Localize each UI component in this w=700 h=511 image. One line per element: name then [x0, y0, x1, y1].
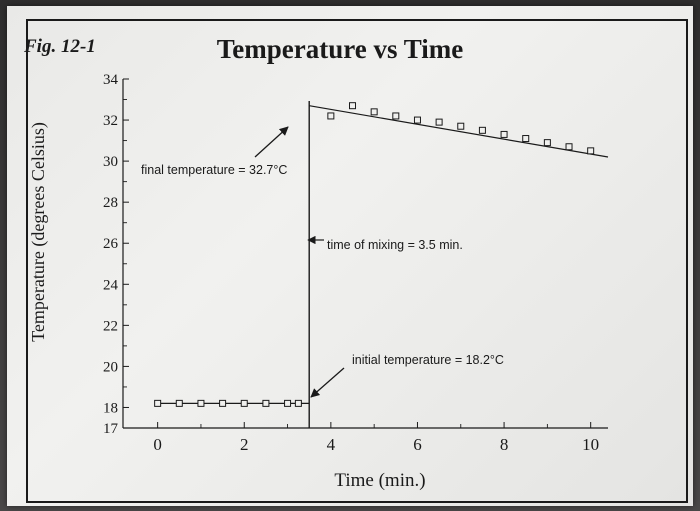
x-tick-label: 6	[413, 435, 422, 454]
data-point	[154, 399, 162, 407]
fit-lines	[157, 101, 609, 428]
x-tick-label: 0	[153, 435, 162, 454]
data-point	[565, 143, 573, 151]
final-temperature-label: final temperature = 32.7°C	[141, 163, 287, 177]
data-point	[478, 126, 486, 134]
y-tick-label: 26	[103, 236, 119, 252]
paper-sheet	[7, 6, 693, 506]
y-tick-label: 20	[103, 359, 118, 375]
data-point	[197, 399, 205, 407]
data-point	[413, 116, 421, 124]
x-tick-label: 8	[500, 435, 509, 454]
data-point	[175, 399, 183, 407]
data-point	[522, 135, 530, 143]
data-point	[457, 122, 465, 130]
y-tick-label: 22	[103, 318, 118, 334]
mixing-time-label: time of mixing = 3.5 min.	[327, 238, 463, 252]
data-point	[262, 399, 270, 407]
initial-temperature-arrow	[310, 367, 345, 398]
y-tick-label: 18	[103, 400, 118, 416]
data-point	[587, 147, 595, 155]
annotation-final-temperature: final temperature = 32.7°C	[141, 126, 289, 177]
y-axis-label: Temperature (degrees Celsius)	[28, 122, 49, 342]
data-point	[543, 139, 551, 147]
data-point	[349, 102, 357, 110]
figure-label: Fig. 12-1	[23, 36, 96, 57]
data-point	[327, 112, 335, 120]
data-point	[219, 399, 227, 407]
chart-title: Temperature vs Time	[217, 34, 464, 64]
data-point	[284, 399, 292, 407]
data-point	[435, 118, 443, 126]
x-axis-label: Time (min.)	[334, 470, 425, 491]
y-tick-label: 17	[103, 421, 119, 437]
y-tick-label: 32	[103, 113, 118, 129]
y-tick-label: 28	[103, 195, 118, 211]
x-tick-label: 10	[582, 435, 599, 454]
axes	[122, 79, 608, 429]
fit-line	[309, 105, 609, 158]
annotation-mixing-time: time of mixing = 3.5 min.	[307, 235, 463, 252]
data-point	[392, 112, 400, 120]
data-point	[240, 399, 248, 407]
data-point	[370, 108, 378, 116]
initial-temperature-label: initial temperature = 18.2°C	[352, 353, 504, 367]
x-tick-label: 2	[240, 435, 249, 454]
final-temperature-arrow	[254, 126, 289, 158]
data-point	[294, 399, 302, 407]
y-tick-label: 24	[103, 277, 119, 293]
figure-frame	[26, 19, 688, 503]
annotation-initial-temperature: initial temperature = 18.2°C	[310, 353, 504, 398]
y-tick-label: 34	[103, 72, 119, 88]
y-tick-label: 30	[103, 154, 118, 170]
data-point	[500, 130, 508, 138]
x-tick-label: 4	[327, 435, 336, 454]
data-points	[154, 102, 595, 407]
